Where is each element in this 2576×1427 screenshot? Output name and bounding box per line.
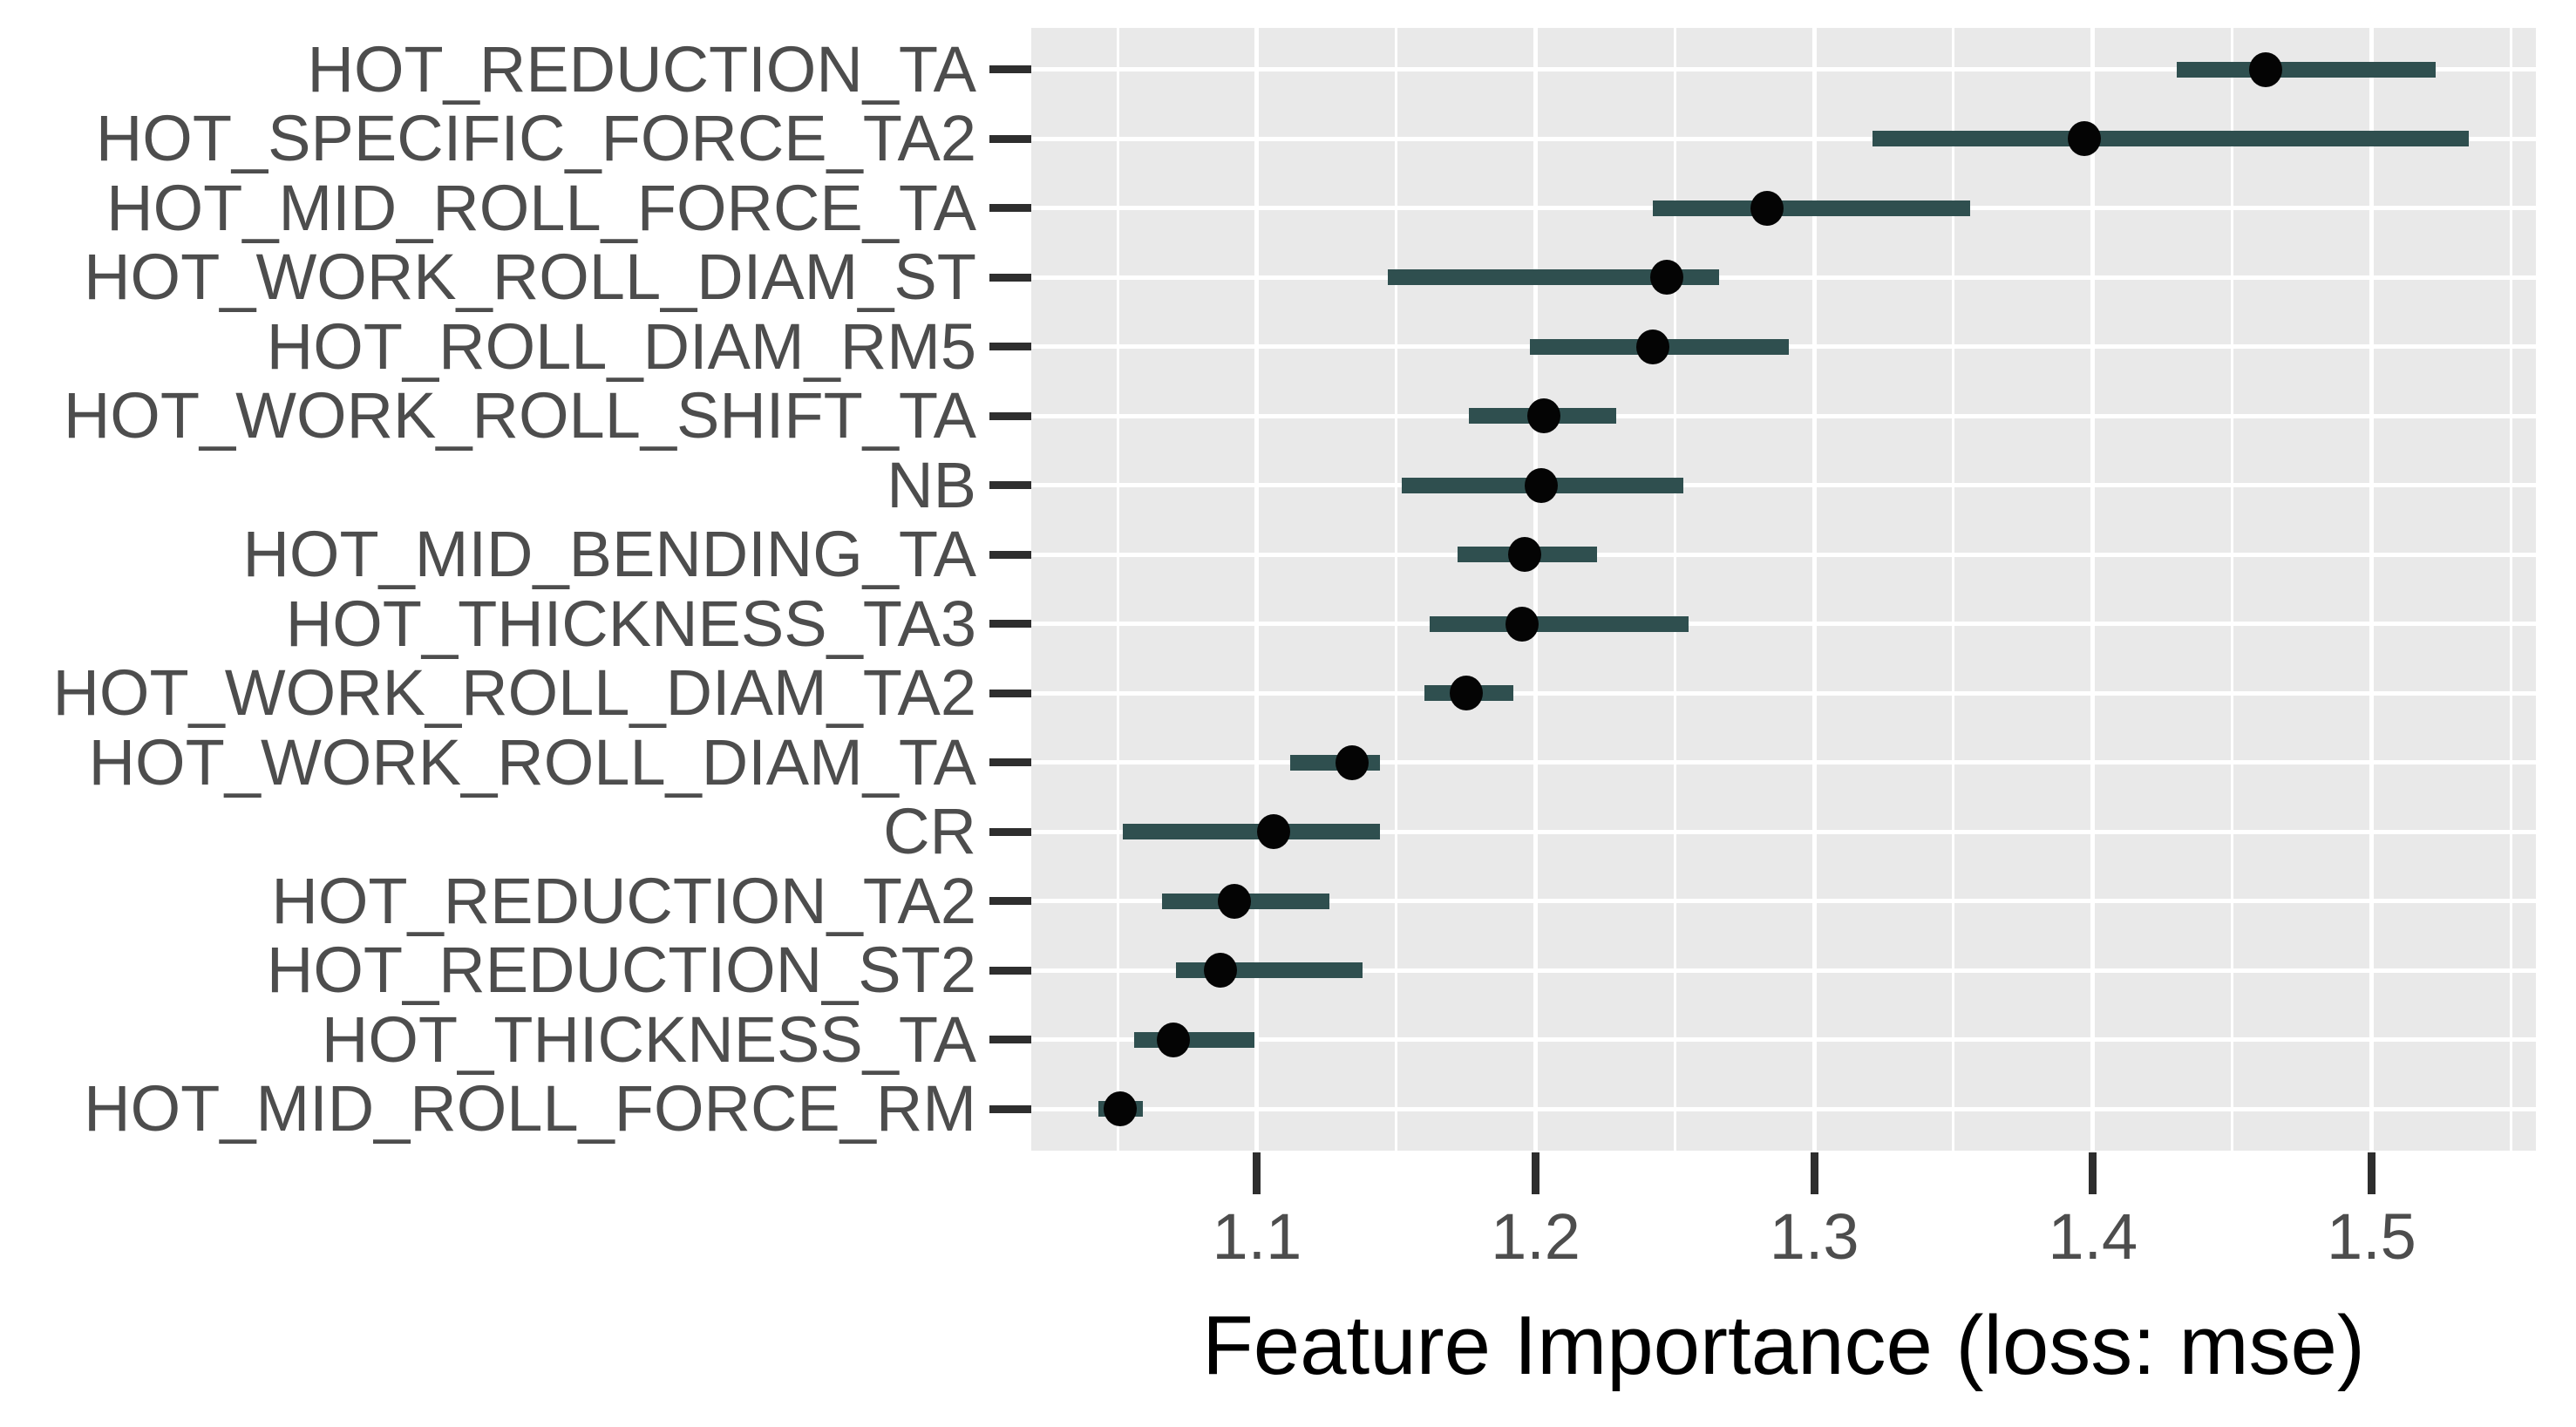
row-gridline — [1031, 483, 2536, 488]
row-gridline — [1031, 67, 2536, 72]
minor-gridline — [2231, 28, 2234, 1151]
row-gridline — [1031, 275, 2536, 280]
y-tick-mark — [989, 550, 1031, 559]
importance-point — [1527, 398, 1561, 434]
y-axis-label: HOT_THICKNESS_TA — [321, 1002, 976, 1076]
importance-point — [1218, 883, 1252, 919]
y-tick-mark — [989, 134, 1031, 143]
x-tick-mark — [2089, 1152, 2097, 1194]
importance-range-bar — [1134, 1031, 1254, 1048]
y-tick-mark — [989, 689, 1031, 697]
importance-point — [2068, 121, 2102, 157]
y-axis-label: HOT_WORK_ROLL_DIAM_TA2 — [52, 656, 976, 730]
x-axis-tick-label: 1.4 — [2048, 1200, 2138, 1273]
y-tick-mark — [989, 1036, 1031, 1044]
y-tick-mark — [989, 481, 1031, 490]
y-tick-mark — [989, 273, 1031, 282]
minor-gridline — [2509, 28, 2512, 1151]
importance-range-bar — [2176, 61, 2436, 78]
importance-point — [2248, 51, 2282, 87]
x-axis-tick-label: 1.2 — [1491, 1200, 1580, 1273]
row-gridline — [1031, 760, 2536, 765]
minor-gridline — [1116, 28, 1119, 1151]
importance-point — [1335, 744, 1369, 780]
y-axis-label: HOT_WORK_ROLL_SHIFT_TA — [63, 379, 976, 452]
x-axis-tick-label: 1.5 — [2326, 1200, 2416, 1273]
y-axis-label: HOT_SPECIFIC_FORCE_TA2 — [95, 102, 976, 175]
y-tick-mark — [989, 758, 1031, 767]
importance-point — [1750, 190, 1784, 226]
y-axis-label: HOT_REDUCTION_ST2 — [266, 934, 976, 1007]
x-tick-mark — [1810, 1152, 1818, 1194]
row-gridline — [1031, 136, 2536, 141]
importance-point — [1524, 467, 1558, 503]
y-tick-mark — [989, 65, 1031, 74]
major-gridline — [2090, 28, 2096, 1151]
y-axis-label: HOT_WORK_ROLL_DIAM_ST — [84, 241, 976, 314]
importance-point — [1257, 814, 1291, 850]
major-gridline — [1254, 28, 1260, 1151]
row-gridline — [1031, 622, 2536, 627]
x-axis-title: Feature Importance (loss: mse) — [1202, 1299, 2365, 1392]
y-axis-label: HOT_REDUCTION_TA — [307, 32, 976, 105]
x-axis-tick-label: 1.1 — [1212, 1200, 1302, 1273]
importance-point — [1505, 606, 1539, 642]
minor-gridline — [1395, 28, 1398, 1151]
y-tick-mark — [989, 897, 1031, 906]
importance-range-bar — [1873, 131, 2470, 147]
row-gridline — [1031, 968, 2536, 973]
y-axis-label: HOT_ROLL_DIAM_RM5 — [266, 309, 976, 383]
importance-range-bar — [1123, 824, 1380, 840]
importance-point — [1507, 537, 1541, 573]
y-axis-label: NB — [887, 448, 976, 521]
y-tick-mark — [989, 620, 1031, 629]
y-axis-label: HOT_MID_BENDING_TA — [242, 518, 976, 591]
x-axis-tick-label: 1.3 — [1769, 1200, 1859, 1273]
plot-panel — [1031, 28, 2536, 1151]
major-gridline — [2369, 28, 2374, 1151]
importance-point — [1449, 676, 1483, 711]
importance-range-bar — [1652, 200, 1971, 216]
row-gridline — [1031, 413, 2536, 418]
y-tick-mark — [989, 827, 1031, 836]
y-axis-label: HOT_MID_ROLL_FORCE_TA — [106, 171, 976, 244]
y-tick-mark — [989, 411, 1031, 420]
y-tick-mark — [989, 1104, 1031, 1113]
importance-range-bar — [1430, 615, 1689, 632]
y-tick-mark — [989, 343, 1031, 351]
importance-point — [1204, 953, 1238, 989]
y-axis-label: HOT_WORK_ROLL_DIAM_TA — [88, 725, 976, 798]
importance-point — [1157, 1022, 1190, 1057]
row-gridline — [1031, 552, 2536, 557]
row-gridline — [1031, 1037, 2536, 1043]
importance-point — [1104, 1091, 1138, 1127]
y-tick-mark — [989, 966, 1031, 975]
minor-gridline — [1673, 28, 1676, 1151]
y-axis-label: HOT_THICKNESS_TA3 — [285, 587, 976, 660]
row-gridline — [1031, 1106, 2536, 1111]
y-axis-label: CR — [883, 795, 976, 868]
major-gridline — [1811, 28, 1817, 1151]
minor-gridline — [1952, 28, 1955, 1151]
x-tick-mark — [2367, 1152, 2375, 1194]
y-tick-mark — [989, 204, 1031, 213]
row-gridline — [1031, 899, 2536, 904]
x-tick-mark — [1532, 1152, 1540, 1194]
row-gridline — [1031, 690, 2536, 696]
y-axis-label: HOT_REDUCTION_TA2 — [271, 864, 976, 937]
x-tick-mark — [1253, 1152, 1261, 1194]
importance-range-bar — [1388, 269, 1720, 286]
major-gridline — [1533, 28, 1539, 1151]
importance-point — [1635, 329, 1669, 364]
importance-point — [1649, 260, 1683, 296]
row-gridline — [1031, 829, 2536, 834]
y-axis-label: HOT_MID_ROLL_FORCE_RM — [84, 1072, 976, 1145]
